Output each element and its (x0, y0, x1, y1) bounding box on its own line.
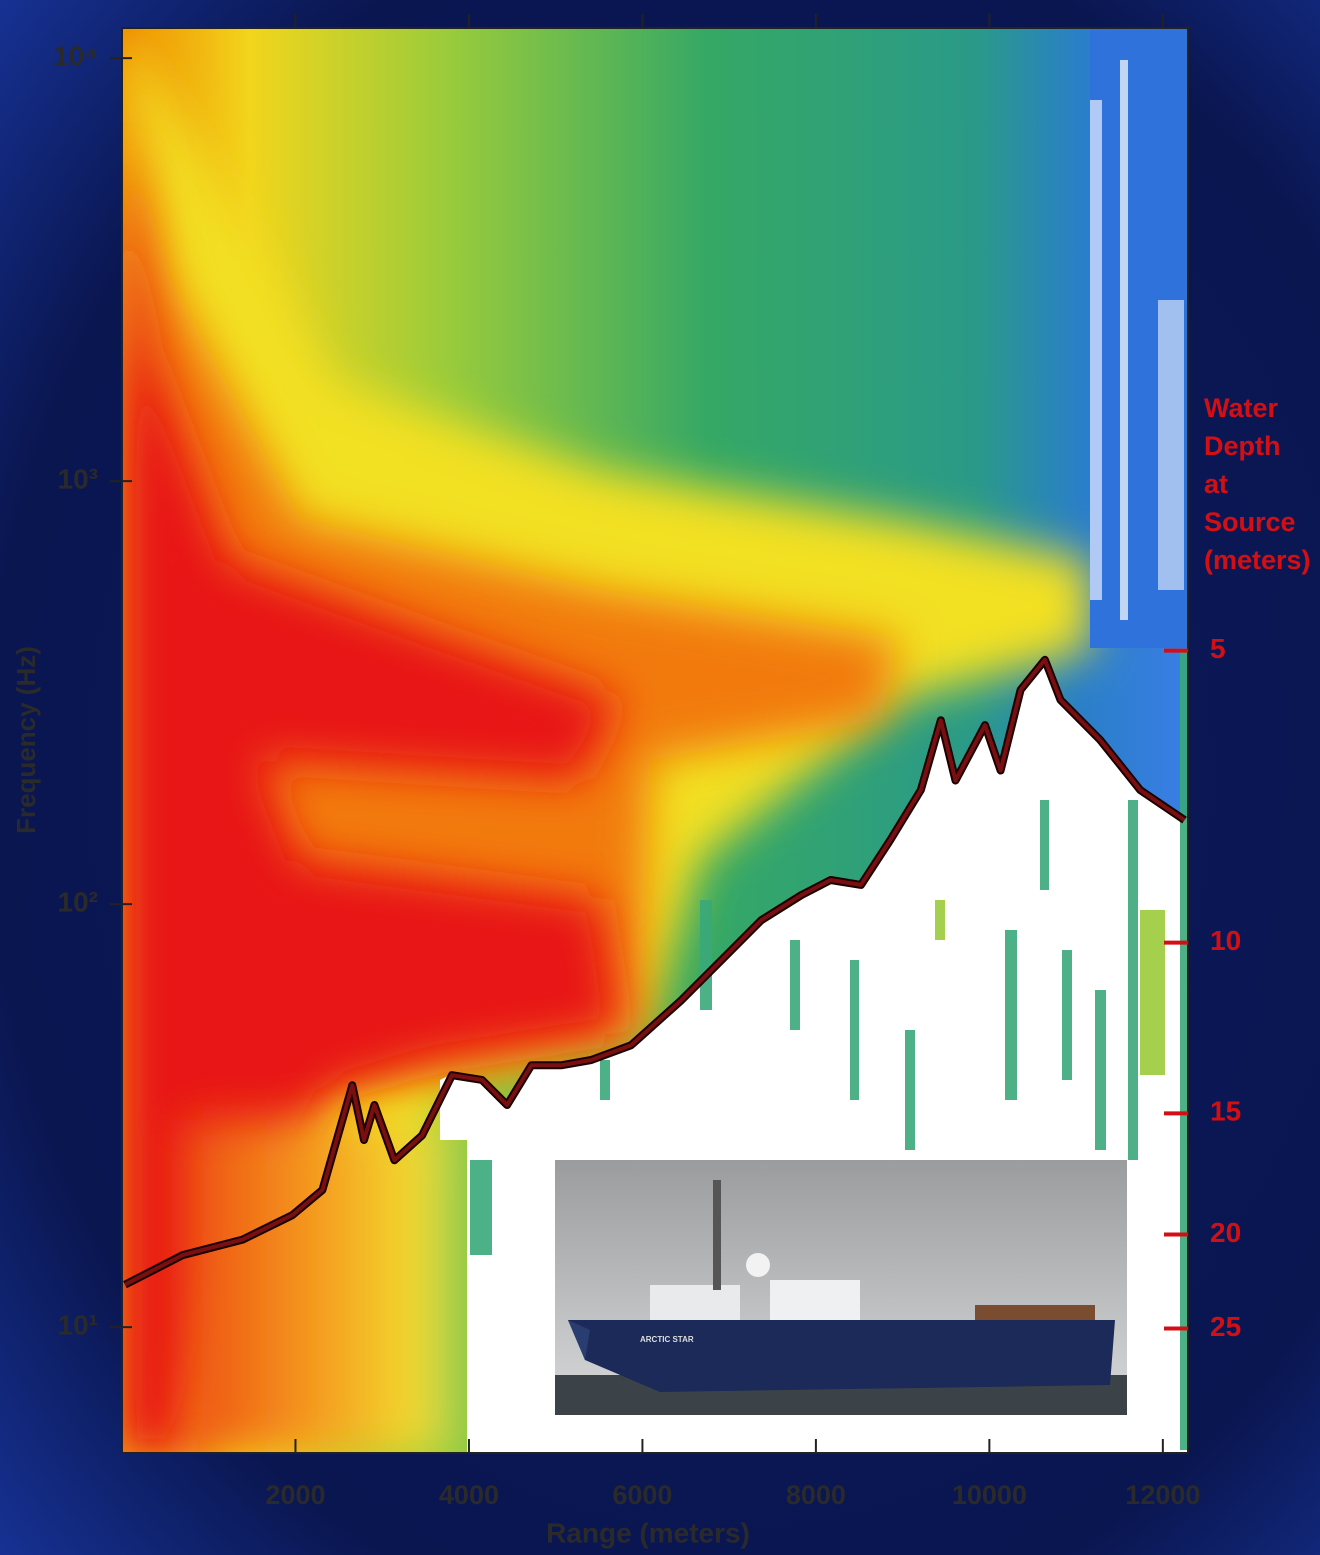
y2-tick-label: 20 (1210, 1217, 1241, 1248)
x-axis-label: Range (meters) (546, 1517, 750, 1548)
y2-axis-label: (meters) (1204, 545, 1311, 575)
y-axis-label: Frequency (Hz) (11, 646, 41, 834)
plot-frame (121, 27, 1189, 1454)
y2-axis-label: Source (1204, 507, 1296, 537)
y-tick-label: 10⁴ (53, 40, 98, 71)
inset-photo: ARCTIC STAR (555, 1160, 1127, 1415)
y2-axis-label: at (1204, 469, 1228, 499)
line (124, 657, 1186, 1287)
y2-axis-label: Water (1204, 393, 1279, 423)
x-tick-label: 12000 (1125, 1480, 1200, 1510)
x-tick-label: 8000 (786, 1480, 846, 1510)
y2-axis-label: Depth (1204, 431, 1281, 461)
x-tick-label: 10000 (952, 1480, 1027, 1510)
y-tick-label: 10³ (58, 463, 98, 494)
x-tick-label: 6000 (612, 1480, 672, 1510)
y2-tick-label: 15 (1210, 1096, 1241, 1127)
y2-tick-label: 5 (1210, 633, 1226, 664)
y2-tick-label: 10 (1210, 925, 1241, 956)
x-tick-label: 4000 (439, 1480, 499, 1510)
inset-photo-text: ARCTIC STAR (640, 1335, 694, 1344)
y2-tick-label: 25 (1210, 1311, 1241, 1342)
y-tick-label: 10² (58, 887, 98, 918)
y-tick-label: 10¹ (58, 1310, 98, 1341)
x-tick-label: 2000 (265, 1480, 325, 1510)
